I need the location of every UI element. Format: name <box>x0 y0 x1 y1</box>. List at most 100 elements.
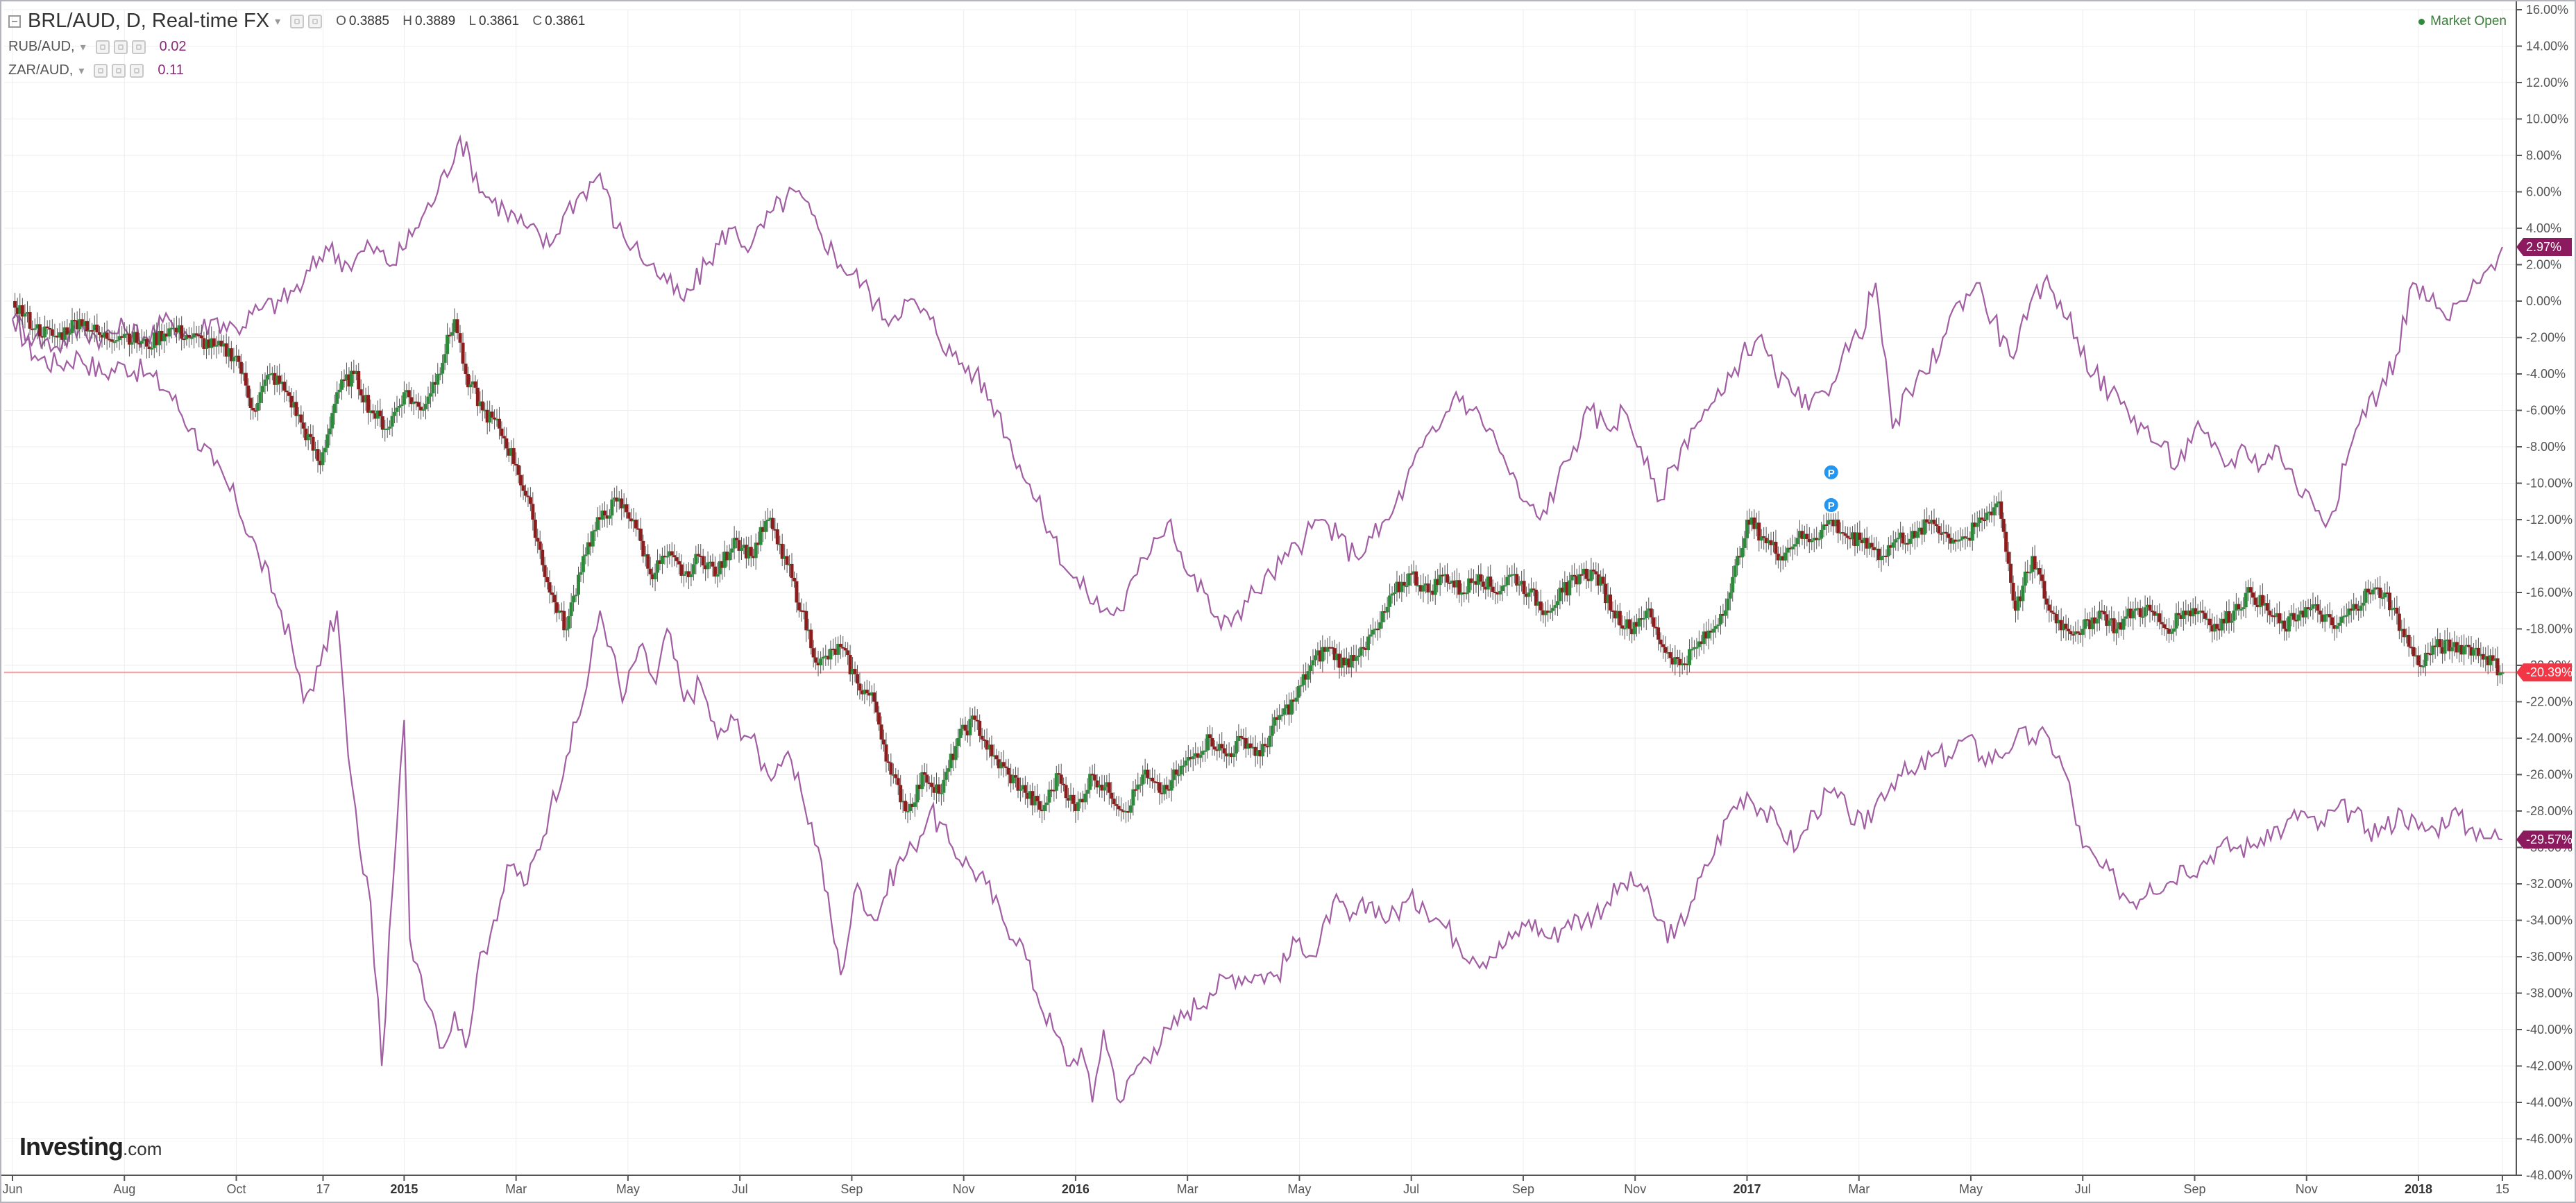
candle-body <box>258 392 262 403</box>
eye-icon[interactable] <box>95 40 110 54</box>
candle-body <box>1793 544 1797 547</box>
candle-body <box>732 538 736 549</box>
candle-body <box>1402 581 1406 586</box>
x-tick-label: Sep <box>840 1182 863 1196</box>
x-tick-label: 17 <box>316 1182 330 1196</box>
candle-body <box>115 340 119 342</box>
candle-body <box>627 512 631 519</box>
candle-body <box>1364 648 1368 651</box>
settings-icon[interactable] <box>113 40 128 54</box>
candle-body <box>1162 785 1167 794</box>
eye-icon[interactable] <box>290 14 305 28</box>
candle-body <box>291 402 296 408</box>
chevron-down-icon[interactable]: ▾ <box>275 15 281 28</box>
candle-body <box>475 387 480 407</box>
candle-body <box>1081 799 1085 803</box>
candle-body <box>1357 656 1361 658</box>
compare-symbol-rub[interactable]: RUB/AUD, <box>8 39 75 54</box>
candle-body <box>1510 574 1514 576</box>
candle-body <box>1196 753 1200 758</box>
candle-body <box>1074 803 1078 811</box>
candle-body <box>1464 592 1468 595</box>
candle-body <box>858 683 862 691</box>
candle-body <box>1992 507 1996 515</box>
chevron-down-icon[interactable]: ▾ <box>78 65 85 77</box>
settings-icon[interactable] <box>112 63 126 78</box>
candle-body <box>2153 611 2157 616</box>
candle-body <box>1011 775 1015 784</box>
candle-body <box>1934 524 1938 527</box>
candle-body <box>951 753 956 760</box>
candle-body <box>1505 577 1509 586</box>
candle-body <box>1846 536 1850 538</box>
candle-body <box>354 370 358 374</box>
candle-body <box>894 774 898 778</box>
candle-body <box>328 428 332 435</box>
candle-body <box>1958 539 1963 541</box>
compare-symbol-zar[interactable]: ZAR/AUD, <box>8 62 74 78</box>
candle-body <box>301 423 305 429</box>
event-marker-icon[interactable] <box>1822 463 1840 481</box>
x-tick-label: Nov <box>1624 1182 1646 1196</box>
candle-body <box>831 649 836 651</box>
candle-body <box>2131 611 2135 619</box>
candle-body <box>182 339 186 341</box>
candle-body <box>2066 629 2070 631</box>
candle-body <box>1234 741 1238 754</box>
candle-body <box>275 375 279 385</box>
candle-body <box>528 497 532 504</box>
candle-body <box>699 556 703 558</box>
candle-body <box>90 330 94 332</box>
candle-body <box>2299 611 2303 615</box>
settings-icon[interactable] <box>308 14 323 28</box>
candle-body <box>2469 647 2473 656</box>
close-icon[interactable] <box>130 63 144 78</box>
candle-body <box>1865 538 1869 549</box>
event-marker-icon[interactable] <box>1822 497 1840 513</box>
candle-body <box>120 336 124 338</box>
collapse-legend-icon[interactable] <box>8 15 21 28</box>
candle-body <box>598 517 602 520</box>
candle-body <box>416 402 421 407</box>
candle-body <box>130 342 134 345</box>
close-icon[interactable] <box>131 40 146 54</box>
candle-body <box>1037 801 1042 810</box>
chevron-down-icon[interactable]: ▾ <box>80 41 86 53</box>
candle-body <box>1316 650 1320 656</box>
candle-body <box>1884 555 1888 557</box>
x-tick-label: Mar <box>1848 1182 1870 1196</box>
candle-body <box>2441 647 2445 654</box>
candle-body <box>2232 611 2236 621</box>
candle-body <box>40 336 44 338</box>
compare-row-rub: RUB/AUD, ▾ 0.02 <box>8 39 187 55</box>
eye-icon[interactable] <box>94 63 108 78</box>
candle-body <box>335 392 339 404</box>
candle-body <box>2057 620 2061 624</box>
candle-body <box>927 783 931 785</box>
y-tick-label: -32.00% <box>2526 877 2573 891</box>
candle-body <box>1462 592 1466 594</box>
y-tick-label: 14.00% <box>2526 40 2568 53</box>
candle-body <box>735 538 739 540</box>
candle-body <box>495 418 499 420</box>
candle-body <box>2265 603 2269 611</box>
y-tick-label: -18.00% <box>2526 622 2573 636</box>
candle-body <box>1428 590 1432 592</box>
y-tick-label: -10.00% <box>2526 477 2573 490</box>
candle-body <box>814 657 818 663</box>
candle-body <box>110 339 114 342</box>
candle-body <box>1344 658 1348 665</box>
x-tick-label: Oct <box>227 1182 246 1196</box>
candle-body <box>1863 538 1867 543</box>
candle-body <box>1709 630 1713 633</box>
candle-body <box>2141 616 2145 618</box>
candle-body <box>15 307 19 314</box>
candle-body <box>145 339 149 347</box>
main-symbol-label[interactable]: BRL/AUD, D, Real-time FX <box>28 10 270 32</box>
candle-body <box>780 543 784 559</box>
candle-body <box>523 490 527 496</box>
candle-body <box>2407 635 2411 647</box>
candle-body <box>1395 581 1399 592</box>
candle-body <box>1390 593 1394 596</box>
